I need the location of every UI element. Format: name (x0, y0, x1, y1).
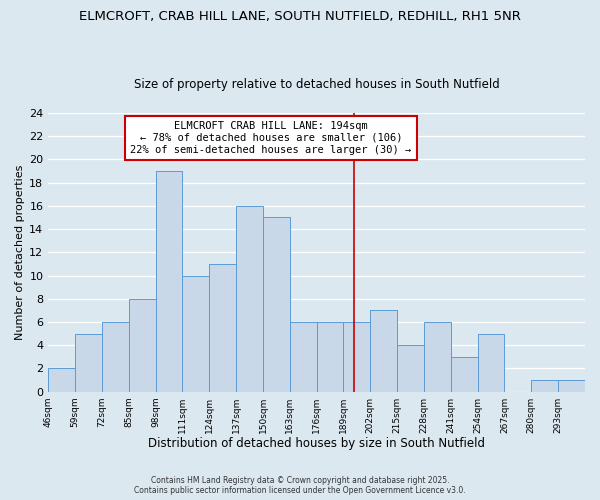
Bar (263, 218, 290, 392)
Bar (370, 310, 397, 392)
Bar (209, 264, 236, 392)
Text: ELMCROFT CRAB HILL LANE: 194sqm
← 78% of detached houses are smaller (106)
22% o: ELMCROFT CRAB HILL LANE: 194sqm ← 78% of… (130, 122, 412, 154)
Title: Size of property relative to detached houses in South Nutfield: Size of property relative to detached ho… (134, 78, 500, 91)
Bar (129, 298, 155, 392)
Bar (424, 322, 451, 392)
X-axis label: Distribution of detached houses by size in South Nutfield: Distribution of detached houses by size … (148, 437, 485, 450)
Text: ELMCROFT, CRAB HILL LANE, SOUTH NUTFIELD, REDHILL, RH1 5NR: ELMCROFT, CRAB HILL LANE, SOUTH NUTFIELD… (79, 10, 521, 23)
Bar (478, 334, 505, 392)
Bar (48, 368, 75, 392)
Bar (532, 380, 558, 392)
Y-axis label: Number of detached properties: Number of detached properties (15, 164, 25, 340)
Bar (155, 171, 182, 392)
Bar (317, 322, 343, 392)
Bar (182, 276, 209, 392)
Bar (290, 322, 317, 392)
Bar (397, 345, 424, 392)
Bar (558, 380, 585, 392)
Bar (75, 334, 102, 392)
Bar (343, 322, 370, 392)
Text: Contains HM Land Registry data © Crown copyright and database right 2025.
Contai: Contains HM Land Registry data © Crown c… (134, 476, 466, 495)
Bar (236, 206, 263, 392)
Bar (102, 322, 129, 392)
Bar (451, 357, 478, 392)
